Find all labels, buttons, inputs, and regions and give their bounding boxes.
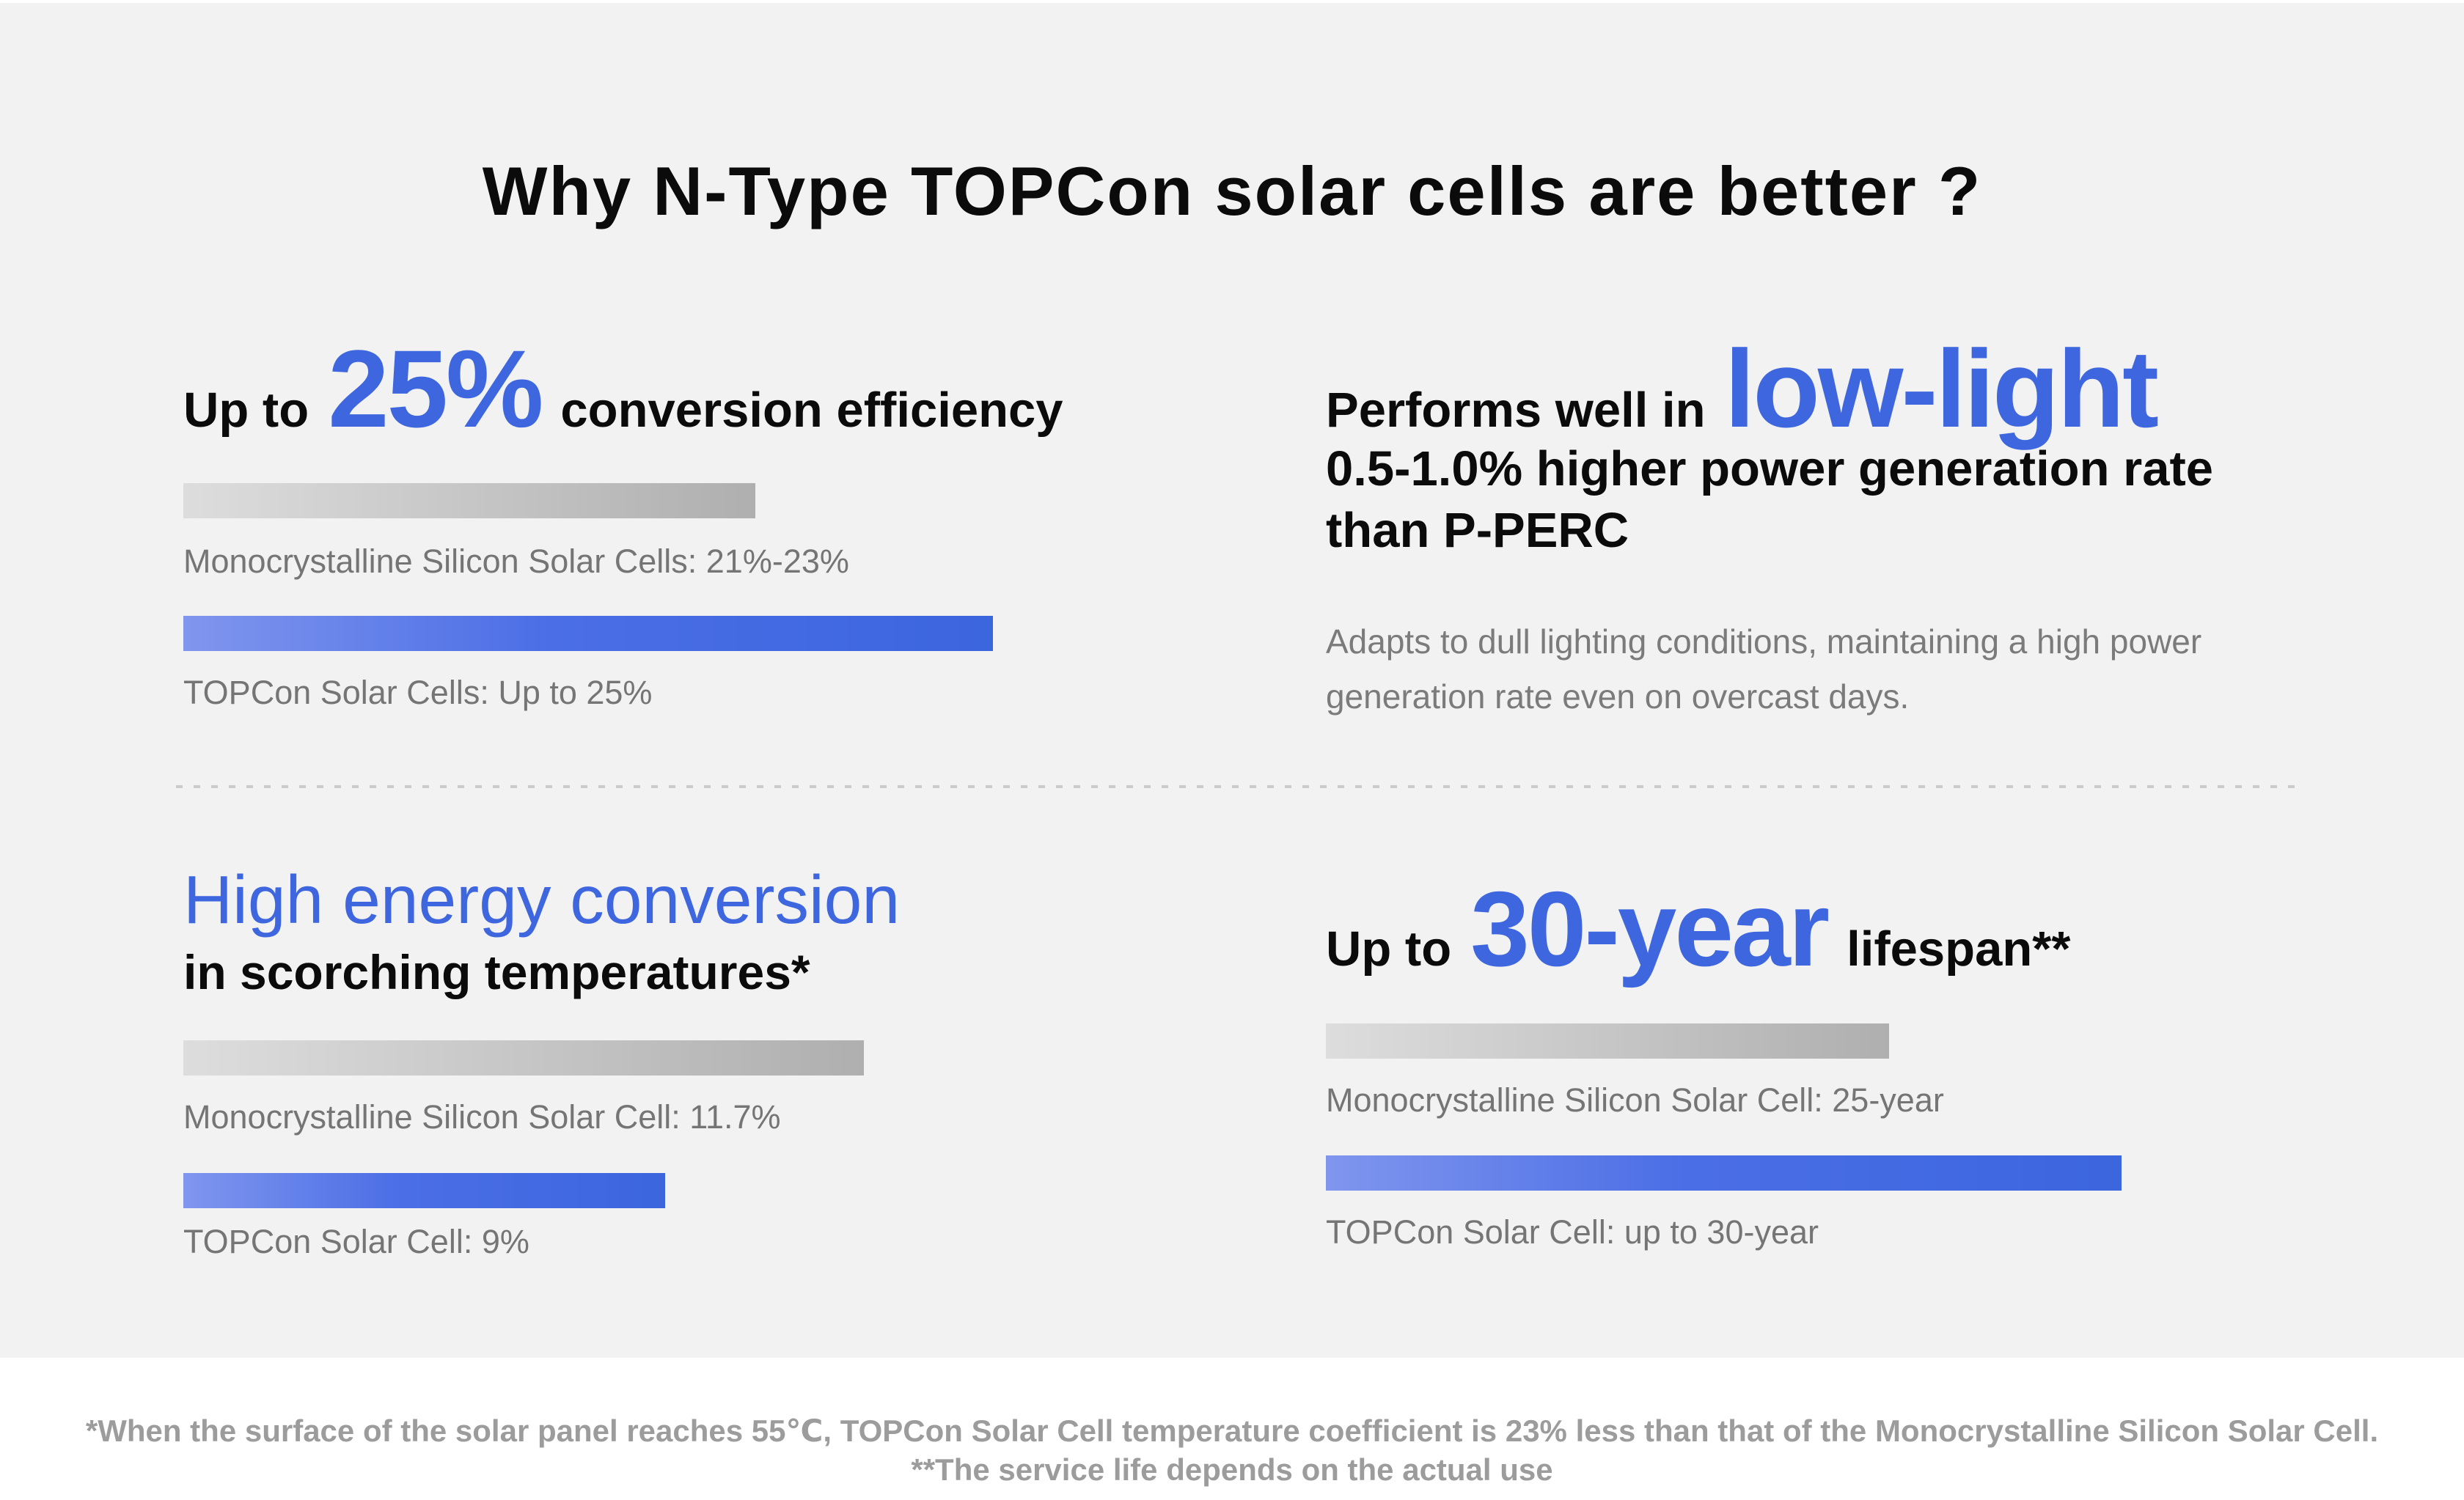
- efficiency-topcon-bar: [183, 616, 993, 651]
- low-light-description-line1: Adapts to dull lighting conditions, main…: [1326, 622, 2202, 661]
- lifespan-topcon-bar: [1326, 1155, 2122, 1191]
- low-light-description-line2: generation rate even on overcast days.: [1326, 677, 1910, 716]
- low-light-prefix: Performs well in: [1326, 383, 1706, 438]
- efficiency-highlight: 25%: [328, 327, 543, 450]
- footnote-lifespan: **The service life depends on the actual…: [911, 1452, 1553, 1487]
- page-title: Why N-Type TOPCon solar cells are better…: [482, 152, 1982, 229]
- footnote-temperature: *When the surface of the solar panel rea…: [85, 1413, 2379, 1448]
- low-light-subtitle: 0.5-1.0% higher power generation rate th…: [1326, 438, 2213, 562]
- efficiency-mono-label: Monocrystalline Silicon Solar Cells: 21%…: [183, 543, 849, 580]
- lifespan-heading: Up to 30-year lifespan**: [1326, 868, 2070, 990]
- lifespan-prefix: Up to: [1326, 922, 1452, 977]
- temperature-topcon-bar: [183, 1173, 665, 1208]
- efficiency-topcon-label: TOPCon Solar Cells: Up to 25%: [183, 674, 653, 711]
- lifespan-topcon-label: TOPCon Solar Cell: up to 30-year: [1326, 1213, 1819, 1251]
- low-light-subtitle-line2: than P-PERC: [1326, 503, 1629, 558]
- efficiency-prefix: Up to: [183, 383, 309, 438]
- temperature-mono-label: Monocrystalline Silicon Solar Cell: 11.7…: [183, 1098, 781, 1136]
- low-light-heading: Performs well in low-light: [1326, 326, 2159, 452]
- temperature-mono-bar: [183, 1040, 864, 1076]
- lifespan-suffix: lifespan**: [1847, 922, 2071, 977]
- efficiency-heading: Up to 25% conversion efficiency: [183, 326, 1063, 452]
- temperature-subheading: in scorching temperatures*: [183, 945, 810, 999]
- temperature-heading: High energy conversion: [183, 861, 901, 938]
- infographic-panel: Why N-Type TOPCon solar cells are better…: [0, 3, 2464, 1358]
- dashed-divider: [176, 785, 2295, 788]
- efficiency-suffix: conversion efficiency: [560, 383, 1063, 438]
- low-light-description: Adapts to dull lighting conditions, main…: [1326, 614, 2201, 724]
- lifespan-highlight: 30-year: [1470, 870, 1830, 988]
- low-light-highlight: low-light: [1724, 327, 2159, 450]
- lifespan-mono-label: Monocrystalline Silicon Solar Cell: 25-y…: [1326, 1081, 1944, 1119]
- low-light-subtitle-line1: 0.5-1.0% higher power generation rate: [1326, 441, 2214, 496]
- lifespan-mono-bar: [1326, 1023, 1889, 1059]
- efficiency-mono-bar: [183, 483, 755, 518]
- footnotes: *When the surface of the solar panel rea…: [0, 1411, 2464, 1489]
- temperature-topcon-label: TOPCon Solar Cell: 9%: [183, 1223, 529, 1260]
